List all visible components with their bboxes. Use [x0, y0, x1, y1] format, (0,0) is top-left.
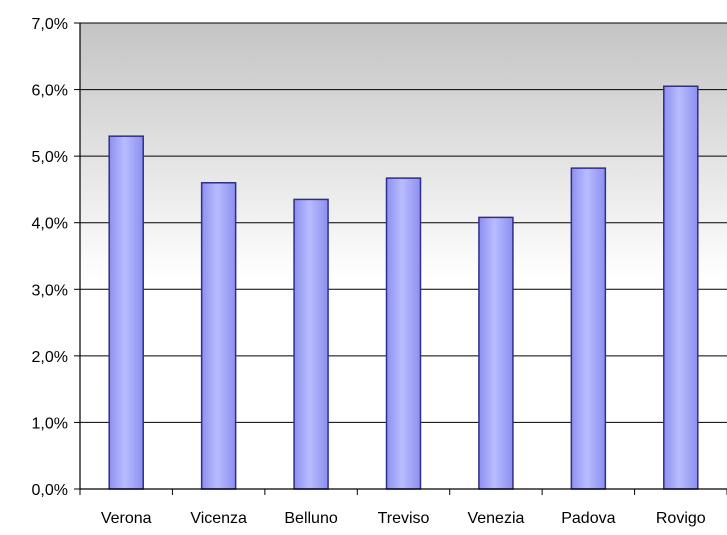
y-tick-label: 4,0% [32, 216, 68, 233]
bar-venezia [478, 216, 514, 490]
y-tick-label: 3,0% [32, 282, 68, 299]
y-tick-label: 0,0% [32, 482, 68, 499]
y-tick-label: 5,0% [32, 149, 68, 166]
y-tick-label: 1,0% [32, 415, 68, 432]
x-tick-label: Verona [101, 510, 152, 527]
y-tick-label: 6,0% [32, 83, 68, 100]
x-tick-label: Venezia [467, 510, 524, 527]
labels: 0,0% 1,0% 2,0% 3,0% 4,0% 5,0% 6,0% 7,0% Verona Vi… [32, 16, 706, 527]
x-tick-label: Vicenza [190, 510, 247, 527]
bar-belluno [293, 198, 329, 490]
bar-rovigo [663, 85, 699, 490]
bar-treviso [385, 177, 422, 490]
x-tick-label: Belluno [284, 510, 337, 527]
bar-padova [570, 167, 607, 490]
x-tick-label: Padova [561, 510, 615, 527]
x-tick-label: Treviso [378, 510, 430, 527]
y-tick-label: 2,0% [32, 349, 68, 366]
bar-vicenza [200, 182, 237, 490]
bar-verona [108, 135, 144, 490]
y-tick-label: 7,0% [32, 16, 68, 33]
axes [74, 22, 727, 495]
x-tick-label: Rovigo [656, 510, 706, 527]
